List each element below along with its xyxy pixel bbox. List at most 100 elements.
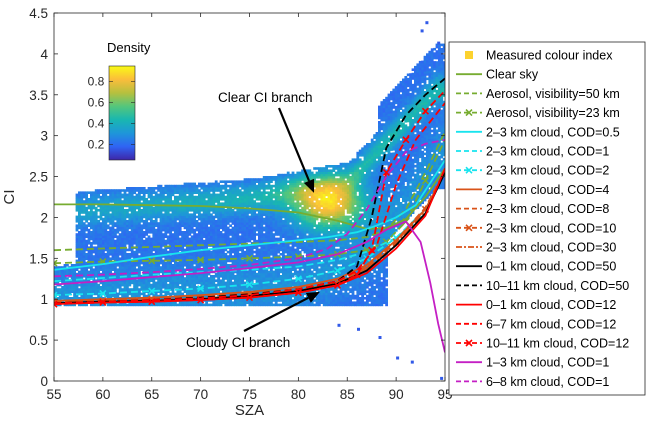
density-cell	[265, 191, 268, 194]
density-cell	[183, 211, 187, 214]
density-cell	[202, 257, 206, 260]
density-cell	[274, 246, 278, 249]
density-cell	[212, 248, 216, 252]
density-cell	[291, 178, 295, 181]
density-cell	[135, 235, 139, 238]
density-cell	[294, 184, 297, 188]
density-cell	[135, 270, 139, 274]
density-cell	[200, 261, 204, 265]
density-cell	[212, 195, 216, 199]
density-cell	[205, 244, 208, 247]
density-cell	[123, 286, 127, 289]
density-cell	[243, 303, 247, 307]
density-cell	[166, 222, 170, 225]
density-cell	[236, 272, 240, 276]
density-cell	[166, 277, 170, 280]
density-cell	[154, 202, 158, 205]
density-cell	[138, 220, 141, 223]
density-cell	[284, 294, 288, 298]
density-cell	[164, 246, 168, 249]
density-cell	[296, 266, 300, 269]
density-cell	[121, 255, 124, 258]
density-cell	[279, 224, 283, 227]
density-cell	[82, 286, 86, 289]
density-cell	[229, 220, 232, 223]
density-cell	[157, 244, 160, 247]
density-cell	[284, 200, 288, 203]
density-cell	[274, 211, 278, 214]
density-cell	[58, 292, 62, 296]
density-cell	[224, 224, 228, 227]
density-cell	[258, 235, 261, 238]
density-cell	[92, 213, 96, 216]
density-cell	[238, 270, 242, 274]
density-cell	[102, 200, 105, 203]
density-cell	[133, 213, 136, 216]
density-cell	[135, 253, 139, 256]
density-cell	[219, 224, 223, 227]
density-cell	[82, 222, 86, 225]
density-cell	[291, 228, 295, 232]
density-cell	[238, 184, 242, 188]
density-cell	[262, 272, 266, 276]
density-cell	[195, 275, 199, 278]
density-cell	[294, 259, 297, 263]
density-cell	[255, 206, 259, 210]
density-cell	[248, 279, 252, 282]
density-cell	[169, 286, 172, 289]
density-cell	[243, 193, 247, 197]
density-cell	[176, 283, 180, 287]
density-cell	[279, 239, 283, 243]
density-cell	[135, 211, 139, 214]
density-cell	[262, 211, 266, 214]
density-cell	[78, 290, 81, 293]
density-cell	[241, 266, 244, 269]
density-cell	[260, 303, 264, 307]
density-cell	[274, 244, 278, 247]
density-cell	[174, 215, 177, 219]
density-cell	[97, 228, 100, 232]
density-cell	[217, 217, 220, 221]
density-cell	[104, 231, 108, 234]
density-cell	[289, 231, 292, 234]
density-cell	[126, 281, 129, 285]
density-cell	[128, 257, 132, 260]
density-cell	[291, 255, 295, 258]
density-cell	[150, 277, 153, 280]
density-cell	[267, 220, 271, 223]
density-cell	[274, 220, 278, 223]
density-cell	[243, 281, 247, 285]
density-cell	[226, 231, 230, 234]
density-cell	[260, 237, 264, 241]
density-cell	[262, 204, 266, 208]
density-cell	[87, 261, 91, 265]
density-cell	[121, 239, 124, 243]
density-cell	[198, 264, 201, 267]
density-cell	[274, 215, 278, 219]
density-cell	[150, 211, 153, 214]
density-cell	[200, 253, 204, 256]
density-cell	[217, 279, 220, 282]
density-cell	[104, 206, 108, 210]
density-cell	[260, 213, 264, 216]
density-cell	[202, 233, 206, 236]
density-cell	[135, 242, 139, 245]
density-cell	[246, 184, 249, 188]
density-cell	[142, 272, 146, 276]
density-cell	[219, 213, 223, 216]
density-cell	[171, 248, 175, 252]
density-cell	[274, 261, 278, 265]
density-cell	[87, 275, 91, 278]
density-cell	[82, 268, 86, 271]
density-cell	[222, 235, 225, 238]
density-cell	[279, 195, 283, 199]
density-cell	[265, 301, 268, 304]
density-cell	[234, 222, 237, 225]
density-cell	[75, 226, 79, 230]
density-cell	[270, 268, 273, 271]
density-cell	[97, 253, 100, 256]
density-cell	[106, 264, 110, 267]
density-cell	[181, 244, 184, 247]
density-cell	[282, 209, 285, 212]
density-cell	[262, 189, 266, 192]
